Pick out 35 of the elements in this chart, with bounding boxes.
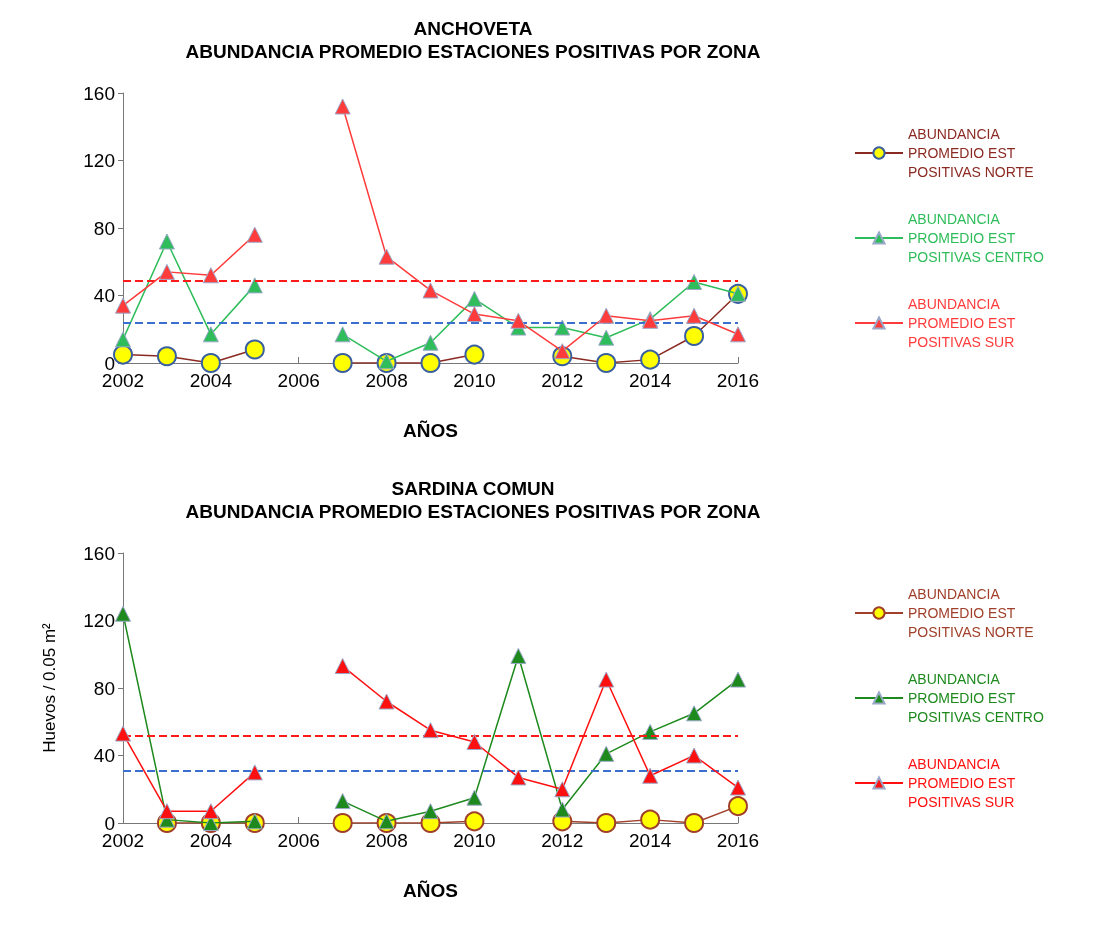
x-tick-label: 2010 [453,830,496,851]
legend-label: ABUNDANCIA PROMEDIO EST POSITIVAS SUR [908,296,1019,350]
x-tick-label: 2006 [277,830,320,851]
x-tick-label: 2016 [716,370,760,391]
x-tick-label: 2008 [365,370,408,391]
y-axis-title: Huevos / 0.05 m² [40,622,59,753]
chart-title: SARDINA COMUN [391,478,555,499]
x-tick-label: 2004 [189,370,233,391]
y-tick-label: 120 [83,150,115,171]
x-tick-label: 2016 [716,830,760,851]
x-axis-title: AÑOS [403,880,458,901]
legend-label: ABUNDANCIA PROMEDIO EST POSITIVAS SUR [908,756,1019,810]
legend-label: ABUNDANCIA PROMEDIO EST POSITIVAS NORTE [908,126,1034,180]
y-tick-label: 160 [83,82,115,104]
chart-subtitle: ABUNDANCIA PROMEDIO ESTACIONES POSITIVAS POR ZONA [185,501,761,522]
legend-label: ABUNDANCIA PROMEDIO EST POSITIVAS CENTRO [908,671,1044,725]
x-tick-label: 2014 [629,370,672,391]
chart-title: ANCHOVETA [413,18,533,39]
x-tick-label: 2008 [365,830,408,851]
legend-label: ABUNDANCIA PROMEDIO EST POSITIVAS NORTE [908,586,1034,640]
y-tick-label: 40 [93,745,115,766]
chart-subtitle: ABUNDANCIA PROMEDIO ESTACIONES POSITIVAS POR ZONA [185,41,761,62]
y-tick-label: 120 [83,610,115,631]
x-tick-label: 2004 [189,830,233,851]
y-tick-label: 80 [93,217,115,239]
legend-label: ABUNDANCIA PROMEDIO EST POSITIVAS CENTRO [908,211,1044,265]
x-axis-title: AÑOS [403,420,458,441]
y-tick-label: 80 [93,677,115,699]
x-tick-label: 2010 [453,370,496,391]
x-tick-label: 2012 [541,370,584,391]
y-tick-label: 40 [93,285,115,306]
x-tick-label: 2012 [541,830,584,851]
x-tick-label: 2006 [277,370,320,391]
y-tick-label: 160 [83,542,115,564]
x-tick-label: 2014 [629,830,672,851]
